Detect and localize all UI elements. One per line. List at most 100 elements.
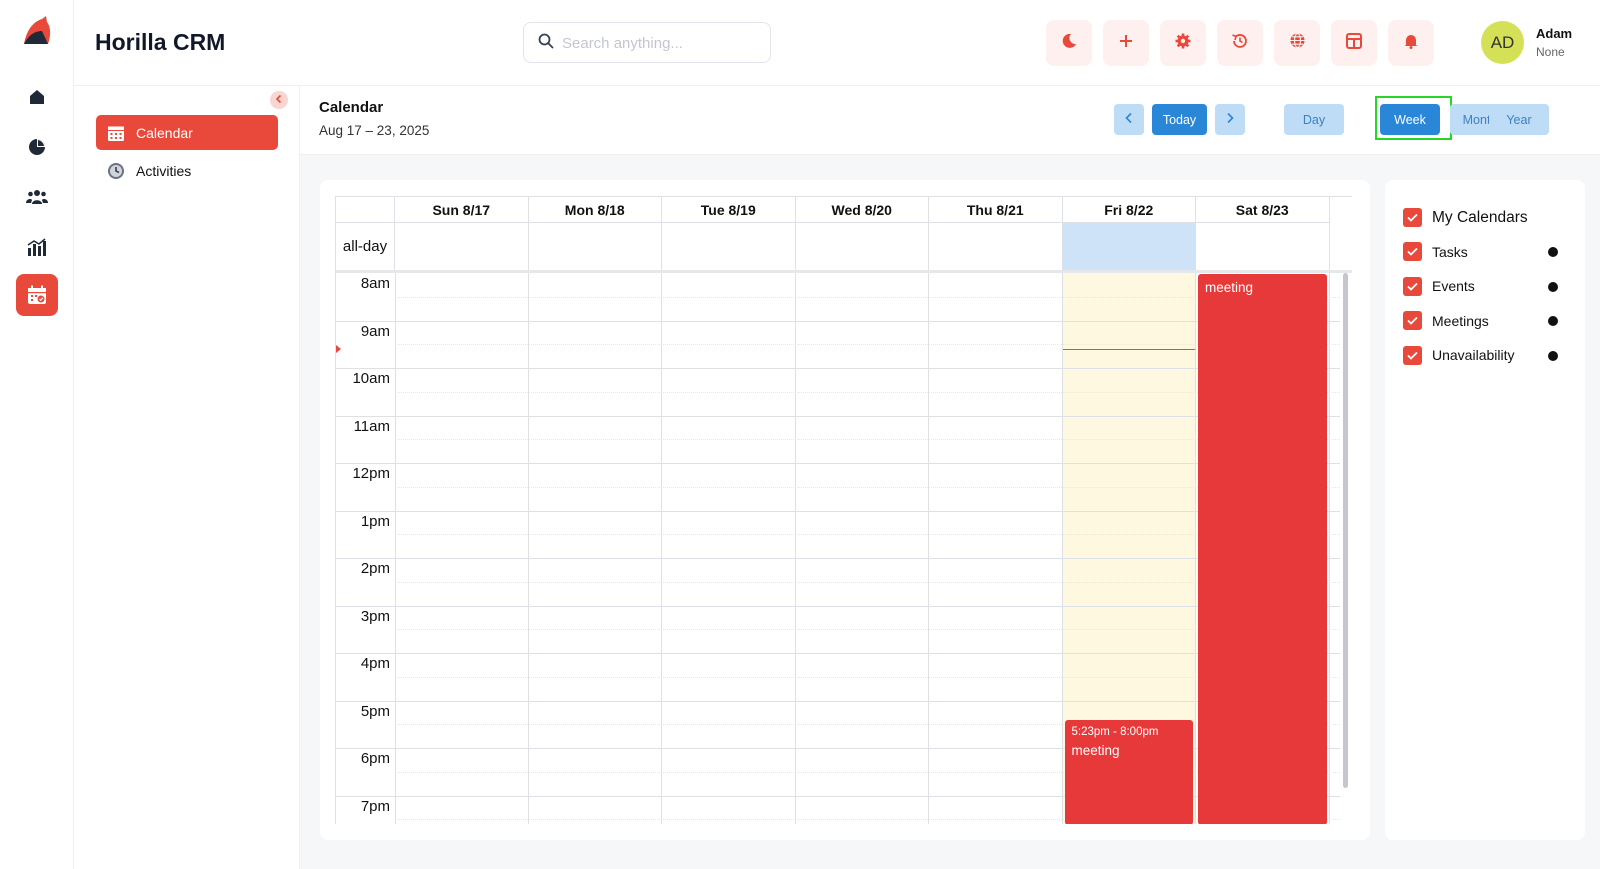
day-header[interactable]: Sun 8/17 [395, 197, 529, 223]
hour-line [336, 463, 1340, 464]
grid-column-line [794, 273, 796, 824]
event-title: meeting [1071, 742, 1120, 758]
pie-chart-icon[interactable] [16, 126, 58, 168]
my-calendars-title: My Calendars [1432, 208, 1528, 226]
time-label: 3pm [360, 607, 390, 625]
calendar-color-dot-icon [1548, 281, 1558, 292]
day-header[interactable]: Sat 8/23 [1196, 197, 1330, 223]
calendar-toggle-meetings[interactable]: Meetings [1403, 311, 1489, 330]
calendar-toggle-label: Tasks [1432, 243, 1468, 260]
apps-button[interactable] [1331, 20, 1377, 66]
hour-line [336, 605, 1340, 607]
allday-cell[interactable] [1062, 223, 1196, 270]
day-header[interactable]: Mon 8/18 [528, 197, 662, 223]
settings-button[interactable] [1160, 20, 1206, 66]
time-label: 6pm [360, 750, 390, 767]
search-input[interactable] [562, 31, 762, 55]
hour-line [336, 558, 1340, 559]
add-button[interactable] [1103, 20, 1149, 66]
chevron-left-icon [1124, 112, 1134, 127]
calendar-toggle-events[interactable]: Events [1403, 276, 1475, 296]
checkbox-checked-icon[interactable] [1403, 242, 1422, 261]
user-role: None [1536, 45, 1565, 59]
allday-cell[interactable] [529, 223, 662, 270]
grid-column-line [1328, 273, 1330, 824]
my-calendars-toggle[interactable]: My Calendars [1403, 208, 1528, 227]
checkbox-checked-icon[interactable] [1403, 311, 1422, 330]
sidebar-item-label: Calendar [136, 124, 193, 141]
half-hour-line [395, 486, 1340, 488]
time-label: 12pm [352, 465, 390, 482]
home-icon[interactable] [16, 76, 58, 118]
half-hour-line [395, 819, 1340, 821]
allday-cell[interactable] [796, 223, 929, 270]
grid-column-line [1195, 273, 1196, 824]
half-hour-line [395, 771, 1340, 773]
chevron-right-icon [1225, 112, 1235, 127]
checkbox-checked-icon[interactable] [1403, 208, 1422, 227]
grid-scrollbar[interactable] [1343, 273, 1348, 788]
next-button[interactable] [1215, 104, 1245, 135]
time-label: 10am [352, 370, 390, 387]
calendar-color-dot-icon [1548, 247, 1558, 257]
time-column-header [336, 197, 395, 223]
dark-mode-button[interactable] [1046, 20, 1092, 66]
view-day-button[interactable]: Day [1284, 104, 1344, 135]
view-year-button[interactable]: Year [1489, 104, 1549, 135]
history-button[interactable] [1217, 20, 1263, 66]
sidebar-item-label: Activities [136, 162, 192, 179]
language-button[interactable] [1274, 20, 1320, 66]
sidebar-item-calendar[interactable]: Calendar [96, 115, 278, 150]
allday-cell[interactable] [1196, 223, 1330, 270]
hour-line [336, 700, 1340, 702]
app-title: Horilla CRM [95, 29, 226, 55]
bar-chart-icon[interactable] [16, 226, 58, 268]
calendar-event[interactable]: 5:23pm - 8:00pm meeting [1064, 719, 1193, 824]
day-header[interactable]: Wed 8/20 [795, 197, 929, 223]
event-title: meeting [1205, 280, 1254, 295]
hour-line [336, 653, 1340, 654]
grid-icon [1346, 32, 1362, 54]
time-label: 2pm [360, 560, 390, 577]
hour-line [336, 748, 1340, 749]
users-icon[interactable] [16, 176, 58, 218]
allday-cell[interactable] [929, 223, 1063, 270]
today-button[interactable]: Today [1152, 104, 1207, 135]
half-hour-line [395, 676, 1340, 678]
avatar[interactable]: AD [1481, 21, 1524, 64]
hour-line [336, 415, 1340, 417]
calendar-sidebar: Calendar Activities [74, 86, 300, 869]
day-header[interactable]: Thu 8/21 [929, 197, 1063, 223]
half-hour-line [395, 581, 1340, 583]
date-range: Aug 17 – 23, 2025 [319, 123, 430, 138]
moon-icon [1061, 33, 1077, 54]
half-hour-line [395, 296, 1340, 298]
half-hour-line [395, 629, 1340, 631]
view-week-button[interactable]: Week [1380, 104, 1440, 135]
calendar-toggle-label: Meetings [1432, 312, 1489, 329]
allday-separator [336, 270, 1352, 273]
calendar-toggle-label: Events [1432, 278, 1475, 294]
half-hour-line [395, 534, 1340, 536]
checkbox-checked-icon[interactable] [1403, 345, 1422, 365]
hour-line [336, 795, 1340, 797]
gear-icon [1175, 33, 1191, 54]
sidebar-item-activities[interactable]: Activities [96, 153, 278, 188]
prev-button[interactable] [1114, 104, 1144, 135]
calendar-event[interactable]: meeting [1198, 274, 1327, 824]
horilla-logo-icon[interactable] [20, 14, 54, 48]
search-icon [538, 33, 554, 54]
collapse-sidebar-button[interactable] [270, 91, 288, 109]
day-header[interactable]: Tue 8/19 [662, 197, 796, 223]
checkbox-checked-icon[interactable] [1403, 276, 1422, 296]
allday-cell[interactable] [662, 223, 796, 270]
calendar-toolbar: Calendar Aug 17 – 23, 2025 Today Day Wee… [300, 86, 1600, 155]
calendar-toggle-tasks[interactable]: Tasks [1403, 242, 1468, 261]
calendar-nav-icon[interactable] [16, 274, 58, 316]
notifications-button[interactable] [1388, 20, 1434, 66]
time-label: 7pm [360, 797, 390, 815]
day-header[interactable]: Fri 8/22 [1062, 197, 1196, 223]
calendar-toggle-unavailability[interactable]: Unavailability [1403, 345, 1514, 365]
allday-cell[interactable] [395, 223, 529, 270]
search-box[interactable] [523, 22, 771, 63]
